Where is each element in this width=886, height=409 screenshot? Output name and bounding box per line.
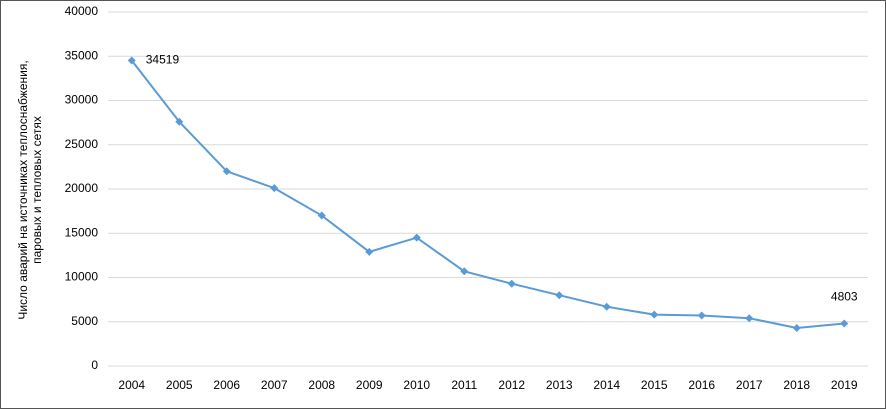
x-tick-label: 2006 [213, 378, 240, 392]
x-tick-label: 2013 [546, 378, 573, 392]
x-tick-label: 2017 [736, 378, 763, 392]
y-tick-label: 10000 [65, 270, 99, 284]
data-point [602, 302, 611, 311]
x-tick-label: 2007 [261, 378, 288, 392]
y-tick-label: 30000 [65, 93, 99, 107]
data-label: 4803 [831, 290, 858, 304]
data-point [460, 267, 469, 276]
data-point [270, 184, 279, 193]
data-point [127, 56, 136, 65]
x-tick-label: 2011 [451, 378, 477, 392]
y-axis-title: Число аварий на источниках теплоснабжени… [16, 60, 44, 319]
data-point [745, 314, 754, 323]
data-point [222, 167, 231, 176]
y-tick-label: 15000 [65, 225, 99, 239]
x-tick-label: 2004 [118, 378, 145, 392]
x-tick-label: 2015 [641, 378, 668, 392]
x-tick-label: 2005 [166, 378, 193, 392]
y-tick-label: 40000 [65, 4, 99, 18]
y-tick-label: 25000 [65, 137, 99, 151]
x-tick-label: 2014 [593, 378, 620, 392]
data-point [697, 311, 706, 320]
y-tick-label: 35000 [65, 48, 99, 62]
x-tick-label: 2019 [831, 378, 858, 392]
data-point [840, 319, 849, 328]
data-label: 34519 [146, 53, 180, 67]
data-point [507, 279, 516, 288]
data-point [365, 247, 374, 256]
data-line [130, 59, 845, 329]
y-tick-label: 20000 [65, 181, 99, 195]
data-point [412, 233, 421, 242]
x-tick-label: 2016 [688, 378, 715, 392]
x-tick-label: 2008 [308, 378, 335, 392]
data-point [792, 323, 801, 332]
x-tick-label: 2009 [356, 378, 383, 392]
x-tick-label: 2010 [403, 378, 430, 392]
data-point [650, 310, 659, 319]
data-point [555, 291, 564, 300]
y-axis-title-line: Число аварий на источниках теплоснабжени… [16, 60, 30, 319]
y-tick-label: 5000 [71, 314, 98, 328]
x-tick-label: 2012 [498, 378, 525, 392]
data-point [317, 211, 326, 220]
y-tick-label: 0 [91, 358, 98, 372]
x-tick-label: 2018 [783, 378, 810, 392]
data-point [175, 117, 184, 126]
y-axis-title-line: паровых и тепловых сетях [30, 116, 44, 264]
